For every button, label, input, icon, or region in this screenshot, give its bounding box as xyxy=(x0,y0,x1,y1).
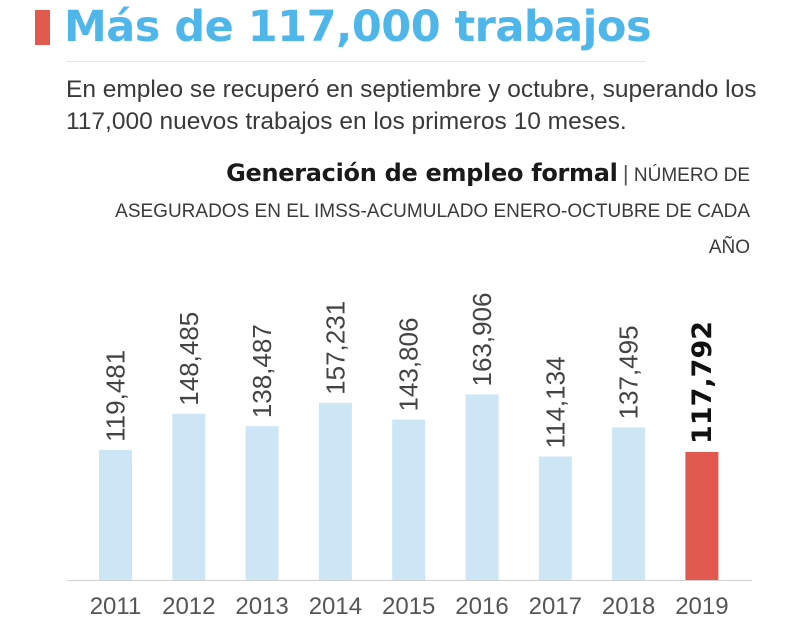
data-label-2016: 163,906 xyxy=(467,293,497,387)
bar-2011 xyxy=(99,449,132,581)
chart-title-separator: | xyxy=(622,161,629,186)
bar-2019 xyxy=(685,451,719,581)
x-tick-2014: 2014 xyxy=(309,593,362,620)
bars-group xyxy=(99,394,719,581)
x-tick-labels-group: 2011 2012 2013 2014 2015 2016 2017 2018 2019 xyxy=(90,593,729,620)
x-tick-2015: 2015 xyxy=(382,593,435,620)
bar-2012 xyxy=(172,413,206,581)
data-label-2017: 114,134 xyxy=(540,356,570,448)
chart-description: NÚMERO DE ASEGURADOS EN EL IMSS-ACUMULAD… xyxy=(115,165,750,258)
page-subtitle: En empleo se recuperó en septiembre y oc… xyxy=(66,76,757,135)
x-tick-2011: 2011 xyxy=(90,593,142,620)
bar-2015 xyxy=(392,419,426,581)
data-label-2012: 148,485 xyxy=(174,312,204,406)
data-label-2013: 138,487 xyxy=(247,324,277,418)
x-tick-2013: 2013 xyxy=(235,593,288,620)
title-marker xyxy=(35,10,50,45)
bar-2017 xyxy=(538,456,572,581)
page-title: Más de 117,000 trabajos xyxy=(64,2,652,52)
data-label-2019: 117,792 xyxy=(687,321,718,444)
data-label-2011: 119,481 xyxy=(101,350,131,442)
data-label-2014: 157,231 xyxy=(320,301,350,395)
data-label-2018: 137,495 xyxy=(614,325,644,419)
data-labels-group: 119,481 148,485 138,487 157,231 143,806 163,9… xyxy=(101,293,718,449)
x-tick-2016: 2016 xyxy=(455,593,508,620)
x-tick-2012: 2012 xyxy=(162,593,215,620)
chart-header: Generación de empleo formal | NÚMERO DE … xyxy=(110,155,750,266)
data-label-2015: 143,806 xyxy=(394,318,424,412)
bar-2018 xyxy=(612,427,646,581)
x-tick-2018: 2018 xyxy=(602,593,655,620)
x-tick-2019: 2019 xyxy=(675,593,728,620)
x-tick-2017: 2017 xyxy=(529,593,582,620)
bar-2013 xyxy=(245,426,279,581)
bar-2014 xyxy=(318,402,352,581)
bar-2016 xyxy=(465,394,499,581)
chart-title: Generación de empleo formal xyxy=(226,159,618,187)
title-divider xyxy=(66,61,646,62)
